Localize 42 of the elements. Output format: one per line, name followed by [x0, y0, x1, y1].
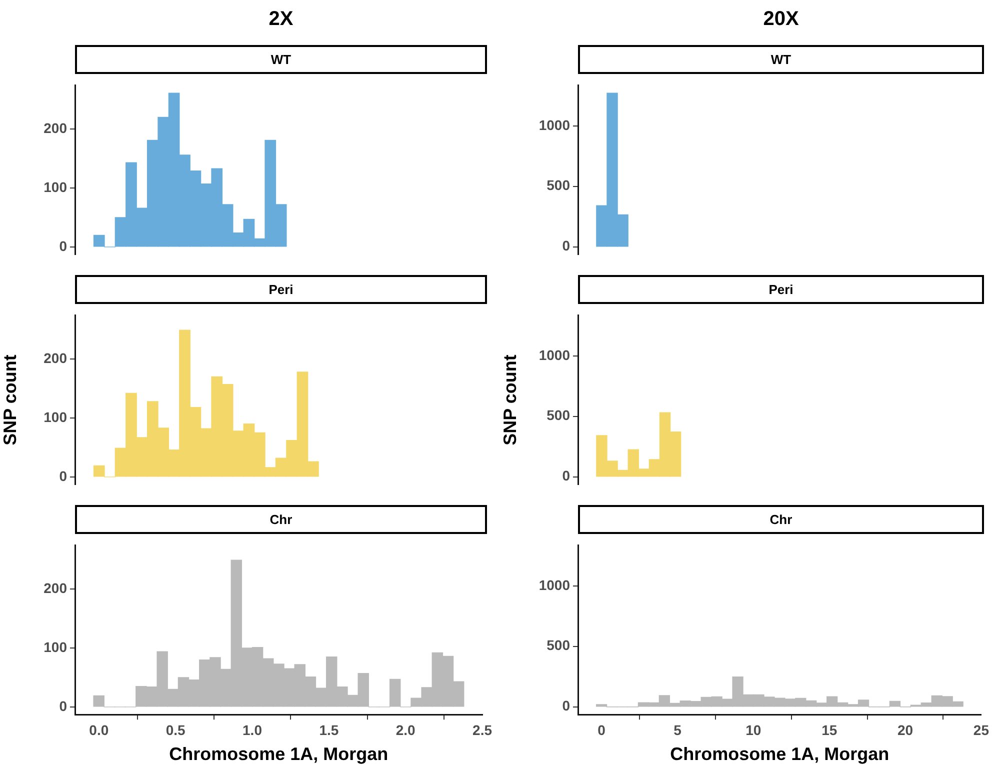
y-tick-label: 100 [44, 638, 68, 655]
y-axis-title: SNP count [0, 354, 20, 446]
y-tick-label: 0 [59, 238, 68, 254]
y-tick-label: 500 [546, 177, 570, 194]
y-tick-label: 0 [562, 468, 570, 484]
y-tick-label: 0 [59, 468, 68, 484]
y-tick-label: 1000 [538, 346, 570, 363]
y-axis-title: SNP count [500, 354, 520, 446]
y-tick-label: 500 [546, 407, 570, 424]
x-tick-label: 10 [746, 722, 762, 738]
y-tick-label: 1000 [538, 576, 570, 593]
y-tick-label: 200 [44, 350, 68, 366]
x-tick-label: 15 [822, 722, 838, 738]
x-tick-label: 2.5 [472, 722, 492, 738]
x-tick-label: 5 [674, 722, 682, 738]
y-tick-label: 100 [44, 408, 68, 425]
x-tick-label: 20 [897, 722, 914, 738]
y-tick-label: 200 [44, 580, 68, 596]
x-tick-label: 25 [973, 722, 990, 738]
chart-title: 2X [268, 8, 294, 31]
chart-subtitle: WT [578, 45, 984, 74]
y-tick-label: 0 [59, 698, 68, 714]
x-axis-title: Chromosome 1A, Morgan [169, 744, 388, 764]
x-tick-label: 1.5 [319, 722, 339, 738]
y-tick-label: 0 [562, 238, 570, 254]
y-tick-label: 100 [44, 178, 68, 195]
chart-subtitle: Chr [75, 505, 487, 534]
y-tick-label: 500 [546, 637, 570, 654]
chart-subtitle: WT [75, 45, 487, 74]
y-tick-label: 200 [44, 120, 68, 136]
y-tick-label: 1000 [538, 116, 570, 133]
y-tick-label: 0 [562, 698, 570, 714]
x-tick-label: 1.0 [242, 722, 262, 738]
x-tick-label: 0.0 [89, 722, 109, 738]
chart-subtitle: Peri [75, 275, 487, 304]
x-tick-label: 0 [598, 722, 606, 738]
chart-subtitle: Chr [578, 505, 984, 534]
x-tick-label: 0.5 [166, 722, 186, 738]
x-axis-title: Chromosome 1A, Morgan [670, 744, 890, 764]
chart-subtitle: Peri [578, 275, 984, 304]
chart-title: 20X [762, 8, 800, 31]
x-tick-label: 2.0 [396, 722, 416, 738]
